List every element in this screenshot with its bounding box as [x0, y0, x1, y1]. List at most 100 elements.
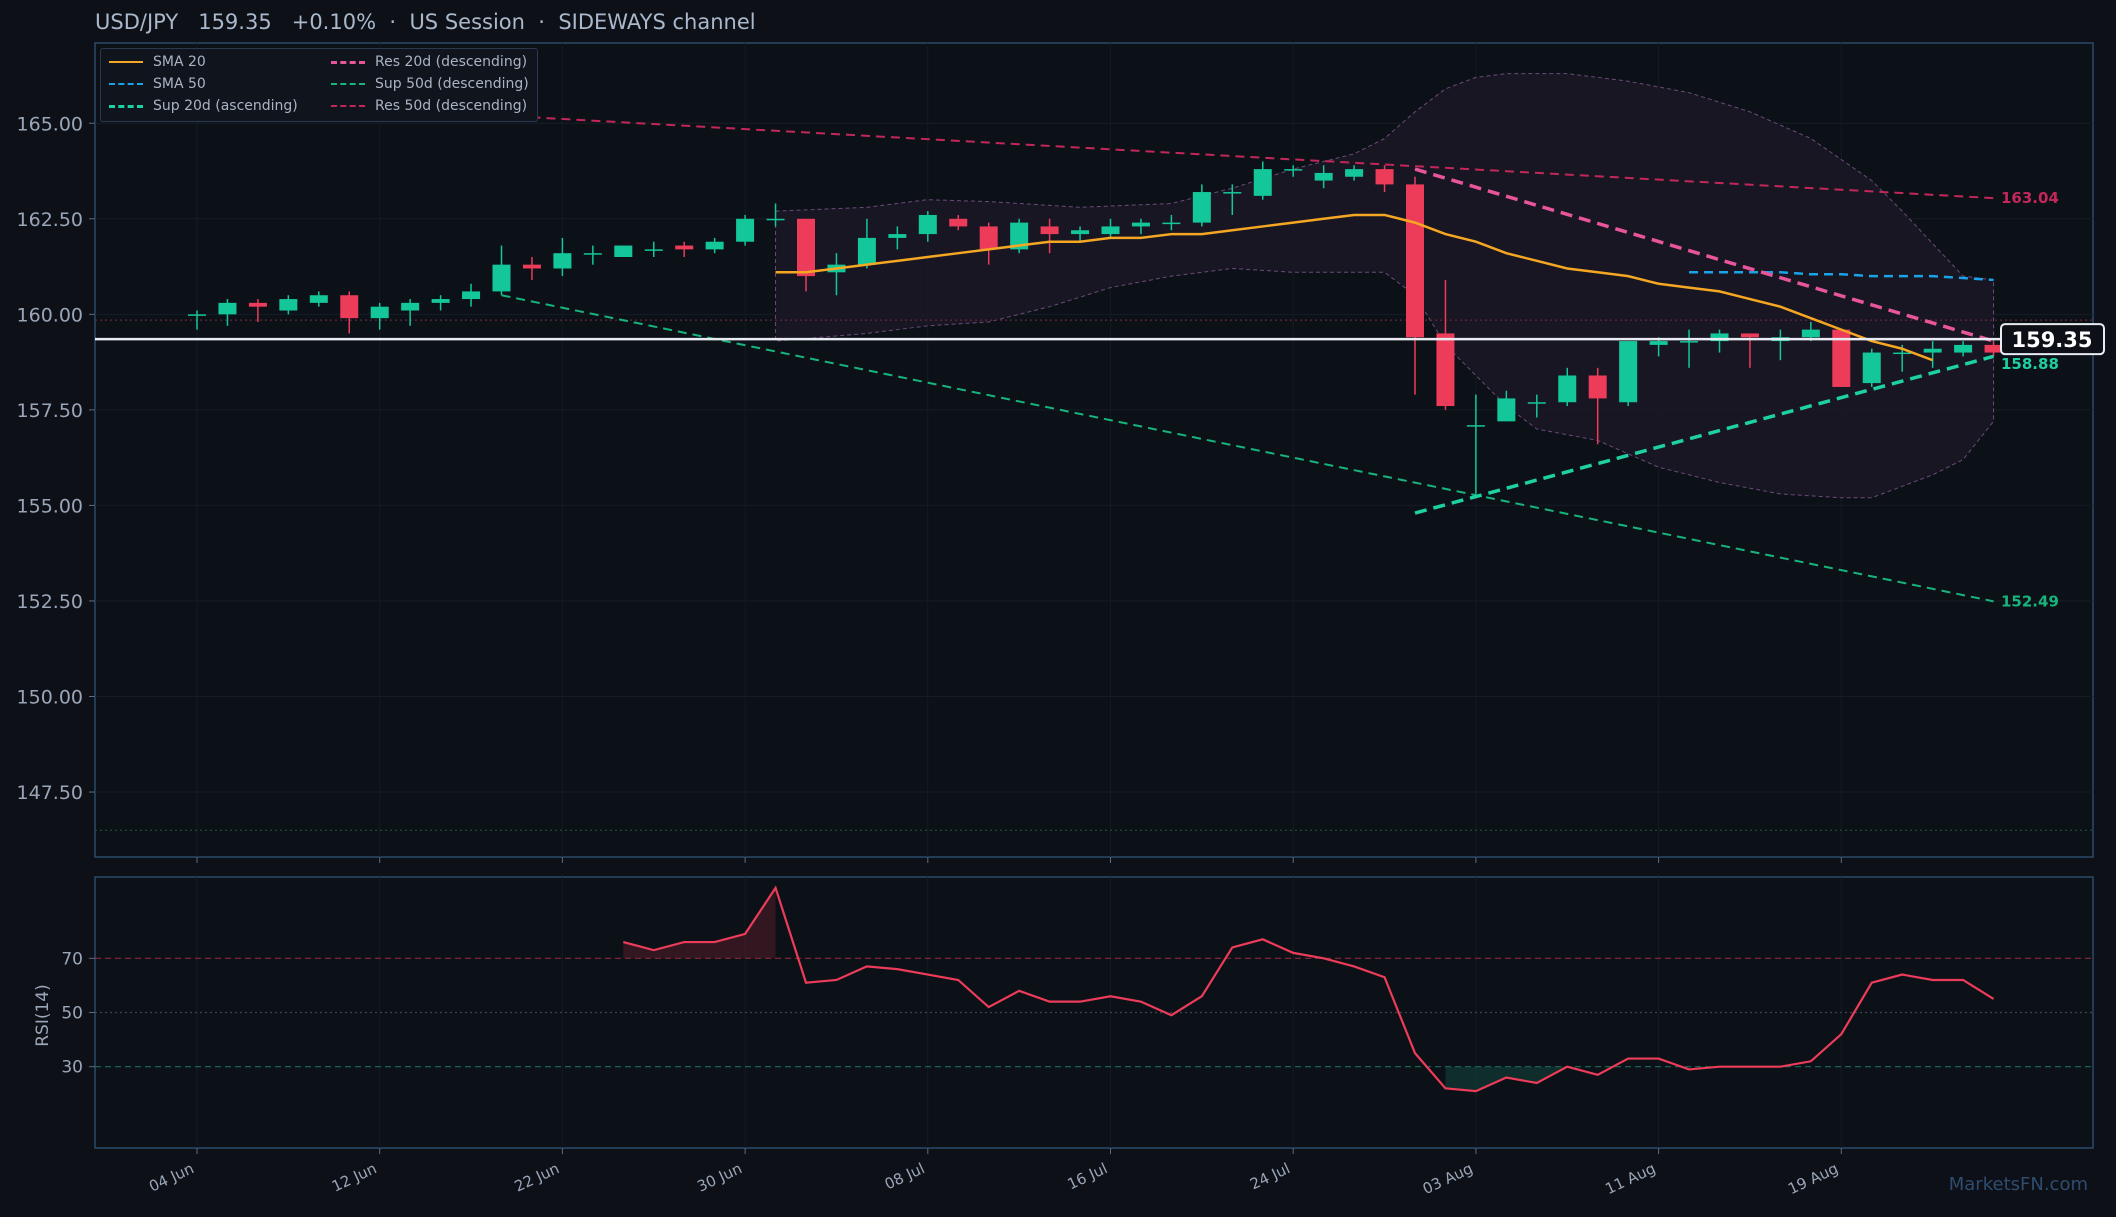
legend-label: SMA 50	[153, 76, 206, 92]
legend-label: Sup 50d (descending)	[375, 76, 529, 92]
candle-body	[1071, 230, 1090, 235]
candle-body	[979, 226, 998, 250]
candle-body	[1649, 341, 1668, 345]
candle-body	[1527, 402, 1546, 404]
x-tick-label: 04 Jun	[146, 1159, 196, 1195]
candle-body	[1893, 352, 1912, 355]
change: +0.10%	[291, 10, 377, 34]
candle-body	[1558, 375, 1577, 403]
candle-body	[1406, 184, 1424, 338]
candle-body	[797, 218, 815, 277]
candle-body	[1680, 341, 1699, 343]
legend-label: Res 50d (descending)	[375, 98, 528, 114]
price: 159.35	[198, 10, 272, 34]
candle-body	[431, 299, 450, 303]
candle-body	[218, 302, 237, 315]
price-tick-label: 150.00	[17, 686, 83, 708]
sup50-value-label: 152.49	[2001, 592, 2059, 610]
candle-body	[1040, 226, 1059, 235]
candle-body	[766, 218, 785, 221]
symbol: USD/JPY	[95, 10, 179, 34]
candle-body	[248, 302, 267, 307]
channel: SIDEWAYS channel	[558, 10, 756, 34]
sup20-value-label: 158.88	[2001, 355, 2059, 373]
x-tick-label: 16 Jul	[1065, 1159, 1111, 1193]
last-price-label: 159.35	[2011, 328, 2092, 352]
price-tick-label: 157.50	[17, 400, 83, 422]
candle-body	[370, 306, 389, 319]
legend-item: Res 50d (descending)	[331, 98, 527, 114]
price-tick-label: 162.50	[17, 209, 83, 231]
price-tick-label: 152.50	[17, 591, 83, 613]
legend-swatch	[109, 83, 143, 85]
x-tick-label: 30 Jun	[694, 1159, 744, 1195]
candle-body	[1101, 226, 1120, 235]
candle-body	[462, 291, 481, 300]
x-tick-label: 03 Aug	[1420, 1159, 1476, 1198]
legend-label: SMA 20	[153, 54, 206, 70]
price-tick-label: 160.00	[17, 304, 83, 326]
oversold-zone	[1445, 1066, 1568, 1092]
candle-body	[1253, 169, 1272, 196]
candle-body	[1162, 222, 1181, 225]
candle-body	[553, 253, 572, 269]
rsi-axis-label: RSI(14)	[33, 984, 53, 1047]
candle-body	[675, 245, 694, 250]
candle-body	[1740, 333, 1759, 338]
candle-body	[1588, 375, 1607, 399]
candle-body	[1710, 333, 1729, 342]
candle-body	[1984, 344, 2003, 353]
legend-label: Sup 20d (ascending)	[153, 98, 298, 114]
legend-item: Sup 50d (descending)	[331, 76, 529, 92]
candle-body	[401, 302, 420, 311]
res50-line	[501, 114, 1994, 200]
x-tick-label: 19 Aug	[1785, 1159, 1841, 1198]
legend-swatch	[331, 105, 365, 107]
sma50-line	[1689, 271, 1994, 282]
candle-body	[1497, 398, 1516, 422]
price-tick-label: 155.00	[17, 495, 83, 517]
legend-swatch	[331, 60, 365, 64]
rsi-panel: 30 50 70 RSI(14)	[33, 876, 2094, 1149]
candle-body	[644, 249, 663, 251]
legend-item: SMA 50	[109, 76, 206, 92]
candle-body	[705, 241, 724, 250]
rsi-tick-label: 30	[61, 1058, 83, 1078]
legend-swatch	[109, 104, 143, 108]
candle-body	[736, 218, 755, 242]
res20-line	[1414, 167, 1995, 343]
x-tick-label: 08 Jul	[882, 1159, 928, 1193]
volatility-band	[775, 73, 1995, 499]
legend-item: Res 20d (descending)	[331, 54, 527, 70]
candle-body	[918, 214, 937, 235]
candle-body	[1436, 333, 1455, 407]
chart-title: USD/JPY 159.35 +0.10% · US Session · SID…	[95, 10, 756, 34]
candle-body	[1375, 169, 1394, 185]
separator: ·	[389, 10, 397, 34]
candle-body	[1862, 352, 1881, 384]
candle-body	[188, 314, 206, 316]
candle-body	[949, 218, 968, 227]
candle-body	[1010, 222, 1029, 250]
candle-body	[1954, 344, 1973, 353]
candle-body	[492, 264, 511, 292]
legend: SMA 20 SMA 50 Sup 20d (ascending) Res 20…	[100, 48, 538, 122]
candle-body	[888, 234, 907, 238]
candle-body	[340, 295, 359, 319]
sup20-line	[1414, 354, 1995, 515]
rsi-tick-label: 50	[61, 1004, 83, 1024]
session: US Session	[409, 10, 525, 34]
candle-body	[614, 245, 633, 258]
price-panel: 147.50 150.00 152.50 155.00 157.50 160.00 162.…	[17, 42, 2105, 858]
candle-body	[1131, 222, 1150, 227]
candle-body	[309, 295, 328, 303]
candle-body	[279, 299, 298, 311]
candle-body	[1619, 341, 1638, 403]
x-tick-label: 12 Jun	[329, 1159, 379, 1195]
candle-body	[583, 253, 602, 255]
candle-body	[1832, 329, 1851, 387]
candle-body	[1284, 169, 1303, 171]
candle-body	[1466, 425, 1485, 427]
rsi-plot-area	[94, 876, 2094, 1149]
